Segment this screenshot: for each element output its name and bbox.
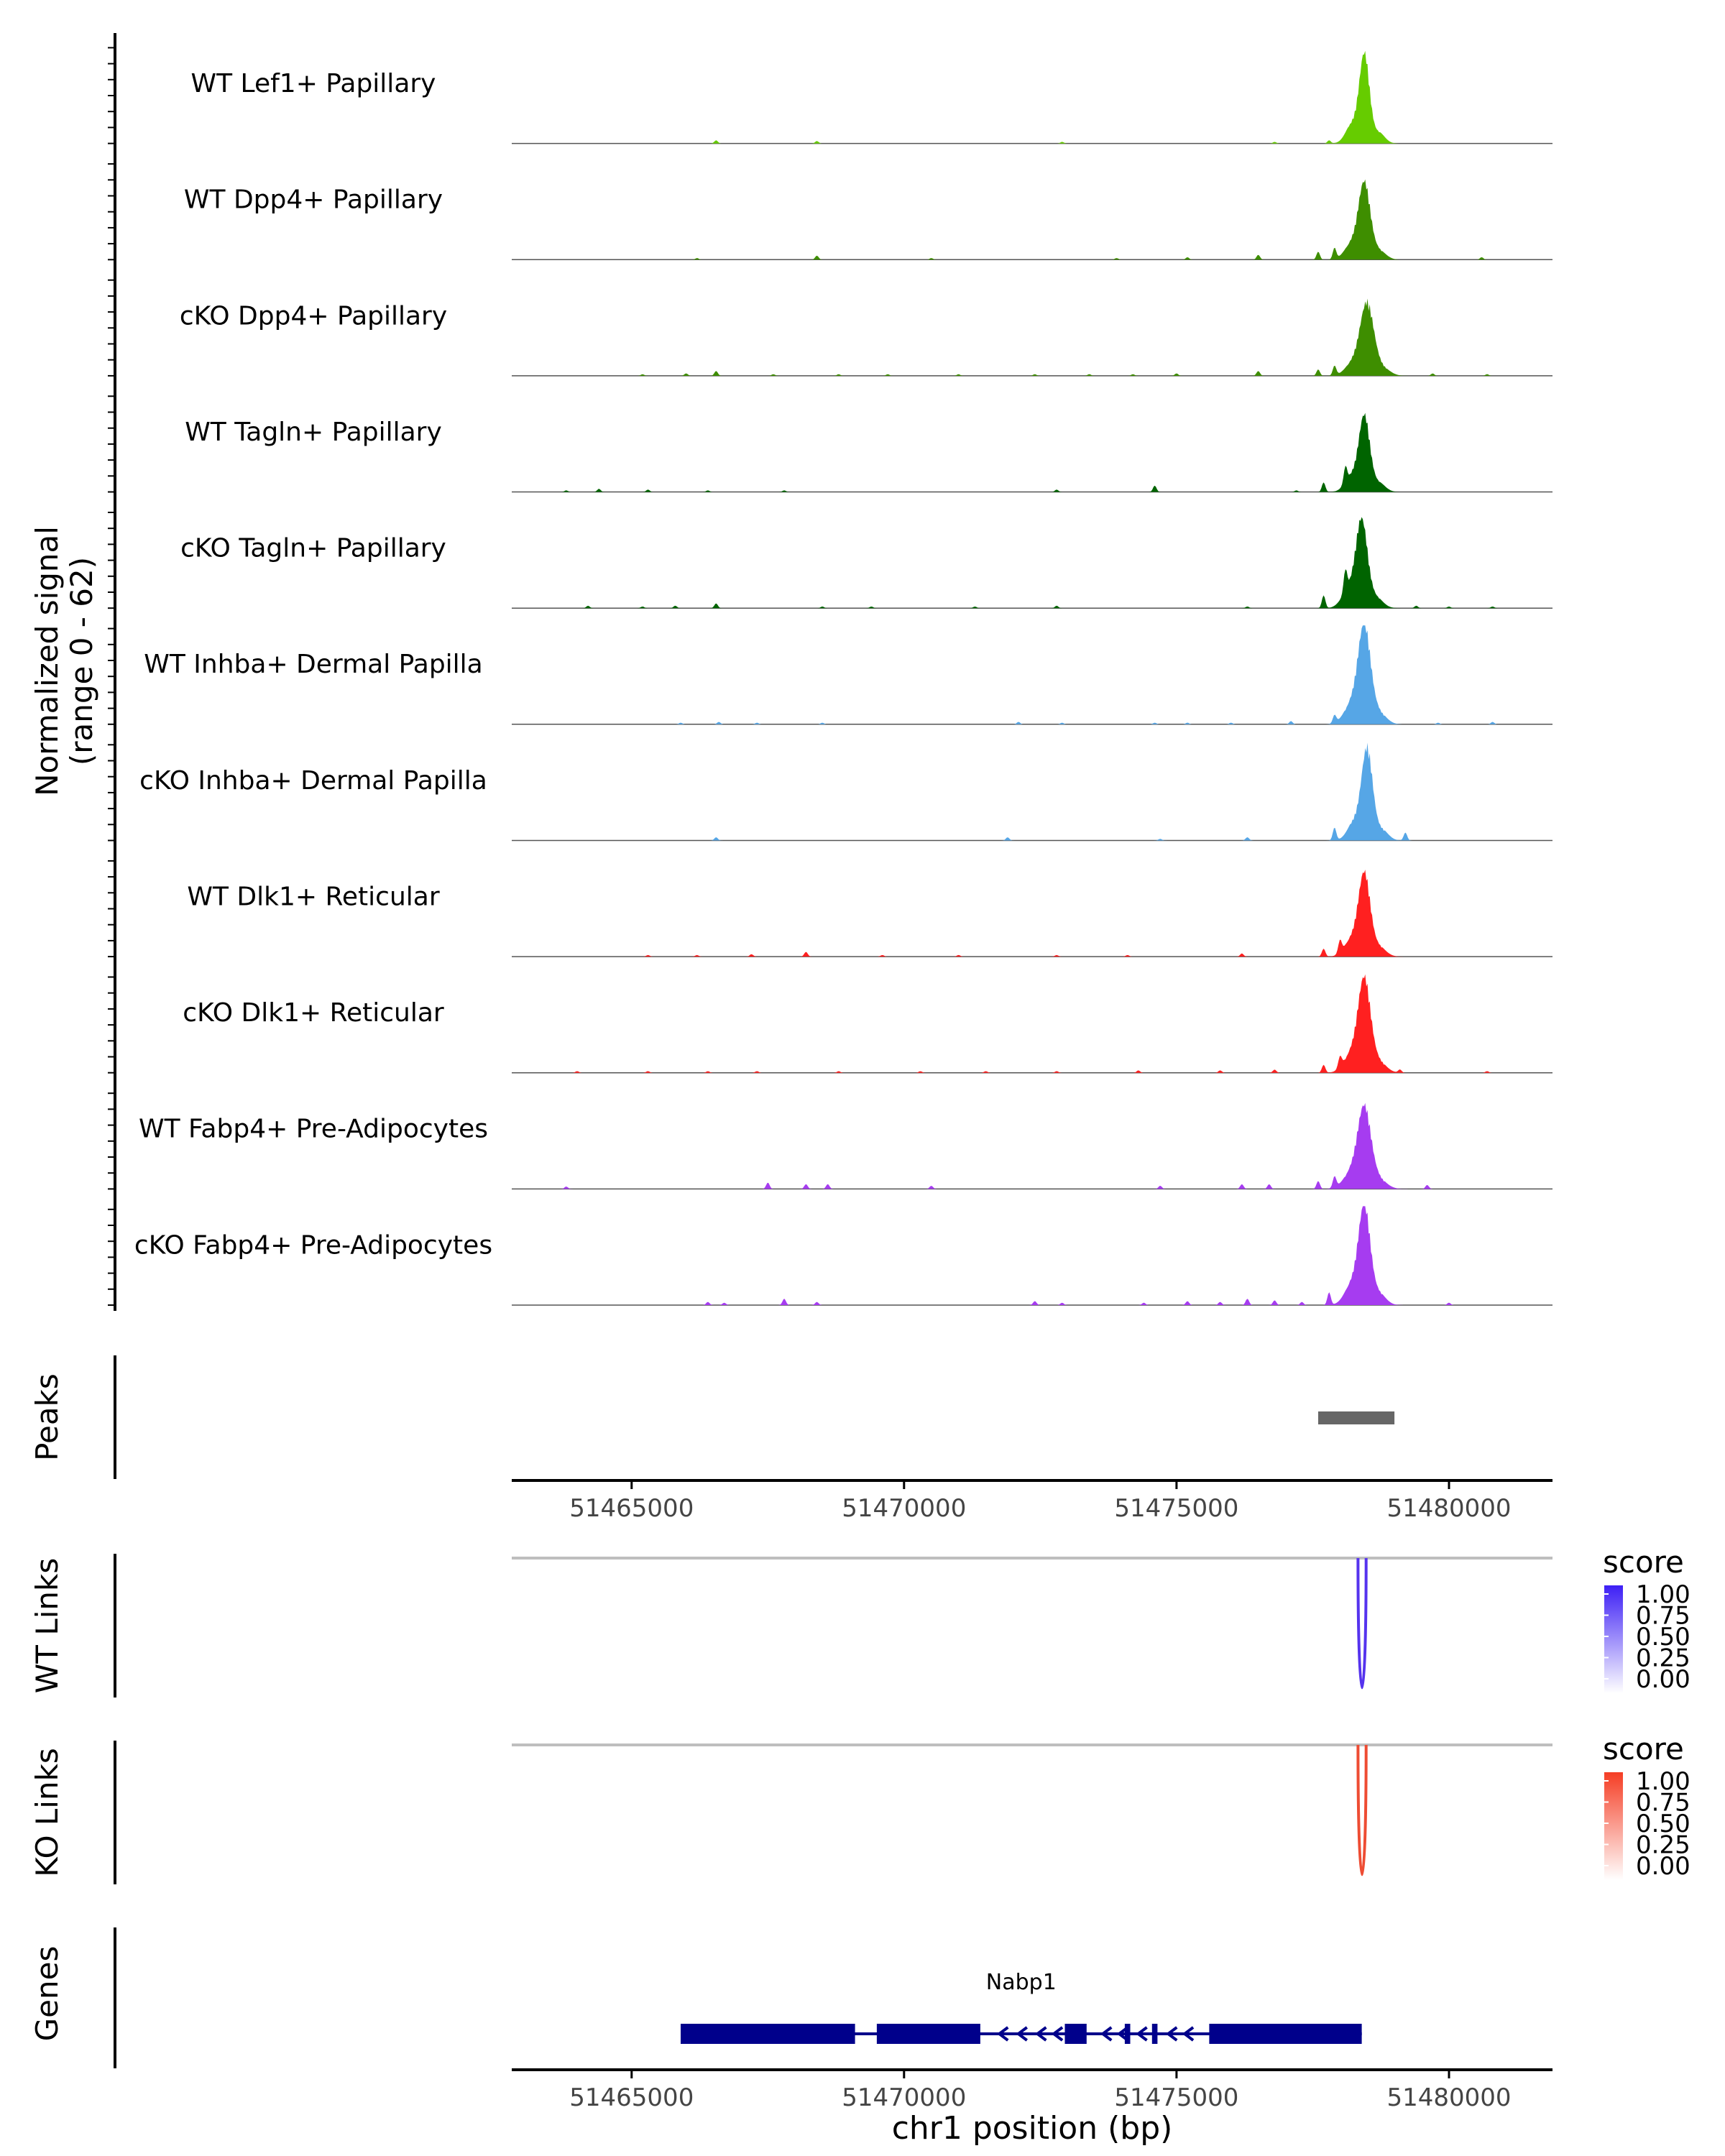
score-legend-label: 0.00 — [1636, 1852, 1690, 1881]
coverage-y-axis-ticks — [108, 47, 115, 1306]
coverage-track: WT Fabp4+ Pre-Adipocytes — [139, 1102, 1552, 1190]
gene-exon — [1124, 2024, 1131, 2044]
coverage-tracks: WT Lef1+ Papillary WT Dpp4+ Papillary cKO … — [134, 50, 1552, 1306]
genes-track: Nabp1 — [681, 1970, 1362, 2044]
x-axis-tick-label: 51480000 — [1386, 2083, 1511, 2112]
coverage-track-signal — [512, 625, 1552, 724]
coverage-y-label-line1: Normalized signal — [29, 526, 65, 796]
score-legend-label: 0.75 — [1636, 1602, 1690, 1631]
peaks-track — [1318, 1411, 1395, 1424]
gene-exon — [1209, 2024, 1318, 2044]
gene-strand-arrow — [1116, 2026, 1129, 2042]
gene-exon — [681, 2024, 855, 2044]
score-legend-colorbar — [1604, 1585, 1623, 1693]
gene-strand-arrow — [1182, 2026, 1195, 2042]
x-axis-tick-label: 51480000 — [1386, 1494, 1511, 1523]
gene-exon — [1151, 2024, 1158, 2044]
coverage-track: cKO Fabp4+ Pre-Adipocytes — [134, 1206, 1552, 1306]
coverage-track-label: cKO Inhba+ Dermal Papilla — [139, 766, 487, 796]
gene-strand-arrow — [1136, 2026, 1148, 2042]
x-axis-tick-label: 51470000 — [842, 2083, 966, 2112]
coverage-track: cKO Dlk1+ Reticular — [183, 974, 1552, 1074]
x-axis-tick-label: 51465000 — [569, 2083, 694, 2112]
x-axis-top: 51465000 51470000 51475000 51480000 — [569, 1480, 1512, 1523]
coverage-track-signal — [512, 1102, 1552, 1189]
coverage-track: WT Lef1+ Papillary — [191, 50, 1552, 144]
coverage-track: WT Dlk1+ Reticular — [187, 870, 1552, 957]
gene-exon — [1318, 2024, 1362, 2044]
x-axis-title: chr1 position (bp) — [892, 2110, 1173, 2147]
gene-strand-arrow — [1016, 2026, 1028, 2042]
coverage-track-label: WT Dlk1+ Reticular — [187, 883, 439, 912]
coverage-track-signal — [512, 179, 1552, 260]
gene-strand-arrow — [1051, 2026, 1064, 2042]
score-legend-label: 0.50 — [1636, 1623, 1690, 1651]
score-legend-colorbar — [1604, 1772, 1623, 1880]
coverage-track-signal — [512, 870, 1552, 957]
coverage-track-signal — [512, 742, 1552, 841]
coverage-track-label: cKO Dlk1+ Reticular — [183, 998, 444, 1028]
coverage-track-signal — [512, 517, 1552, 609]
score-legend-label: 0.25 — [1636, 1831, 1690, 1860]
x-axis-tick-label: 51475000 — [1114, 1494, 1238, 1523]
score-legend-label: 1.00 — [1636, 1767, 1690, 1796]
score-legend-label: 0.00 — [1636, 1665, 1690, 1694]
x-axis-tick-label: 51475000 — [1114, 2083, 1238, 2112]
gene-exon — [1064, 2024, 1087, 2044]
coverage-track-label: WT Tagln+ Papillary — [185, 418, 442, 447]
coverage-track-signal — [512, 413, 1552, 492]
score-legend-label: 1.00 — [1636, 1580, 1690, 1609]
coverage-track: cKO Tagln+ Papillary — [180, 517, 1552, 609]
gene-strand-arrow — [996, 2026, 1009, 2042]
links-tracks — [512, 1557, 1552, 1876]
gene-exon — [876, 2024, 980, 2044]
link-arc — [1356, 1557, 1368, 1690]
coverage-track-label: WT Lef1+ Papillary — [191, 69, 436, 98]
x-axis-tick-label: 51470000 — [842, 1494, 966, 1523]
coverage-track-label: WT Inhba+ Dermal Papilla — [144, 650, 482, 679]
coverage-track-label: cKO Fabp4+ Pre-Adipocytes — [134, 1230, 492, 1260]
coverage-track-label: cKO Tagln+ Papillary — [180, 534, 446, 563]
gene-strand-arrow — [1100, 2026, 1113, 2042]
peaks-track-label: Peaks — [29, 1373, 65, 1461]
coverage-track-label: WT Fabp4+ Pre-Adipocytes — [139, 1115, 488, 1144]
score-legend-label: 0.50 — [1636, 1810, 1690, 1838]
coverage-track-signal — [512, 1206, 1552, 1305]
coverage-track: WT Inhba+ Dermal Papilla — [144, 625, 1552, 725]
coverage-track-label: WT Dpp4+ Papillary — [184, 185, 443, 215]
score-legend-label: 0.25 — [1636, 1644, 1690, 1673]
score-legends: score1.000.750.500.250.00score1.000.750.… — [1603, 1544, 1690, 1881]
coverage-track-label: cKO Dpp4+ Papillary — [180, 301, 447, 331]
score-legend-title: score — [1603, 1544, 1684, 1580]
link-arc — [1356, 1744, 1368, 1876]
coverage-track: cKO Inhba+ Dermal Papilla — [139, 742, 1552, 842]
coverage-track: WT Dpp4+ Papillary — [184, 179, 1552, 261]
coverage-track-signal — [512, 50, 1552, 144]
gene-strand-arrow — [1035, 2026, 1047, 2042]
genes-track-label: Genes — [29, 1946, 65, 2042]
coverage-track: cKO Dpp4+ Papillary — [180, 298, 1552, 377]
coverage-y-axis-label: Normalized signal (range 0 - 62) — [29, 526, 99, 796]
coverage-track-signal — [512, 298, 1552, 376]
coverage-track: WT Tagln+ Papillary — [185, 413, 1552, 493]
x-axis-bottom: 51465000 51470000 51475000 51480000 — [569, 2070, 1512, 2112]
gene-name: Nabp1 — [986, 1970, 1057, 1995]
peak-region — [1318, 1411, 1395, 1424]
coverage-track-signal — [512, 974, 1552, 1073]
x-axis-tick-label: 51465000 — [569, 1494, 694, 1523]
score-legend-label: 0.75 — [1636, 1789, 1690, 1818]
coverage-y-label-line2: (range 0 - 62) — [64, 557, 99, 765]
score-legend-title: score — [1603, 1731, 1684, 1766]
wt-links-track-label: WT Links — [29, 1558, 65, 1693]
ko-links-track-label: KO Links — [29, 1748, 65, 1877]
gene-strand-arrow — [1165, 2026, 1178, 2042]
